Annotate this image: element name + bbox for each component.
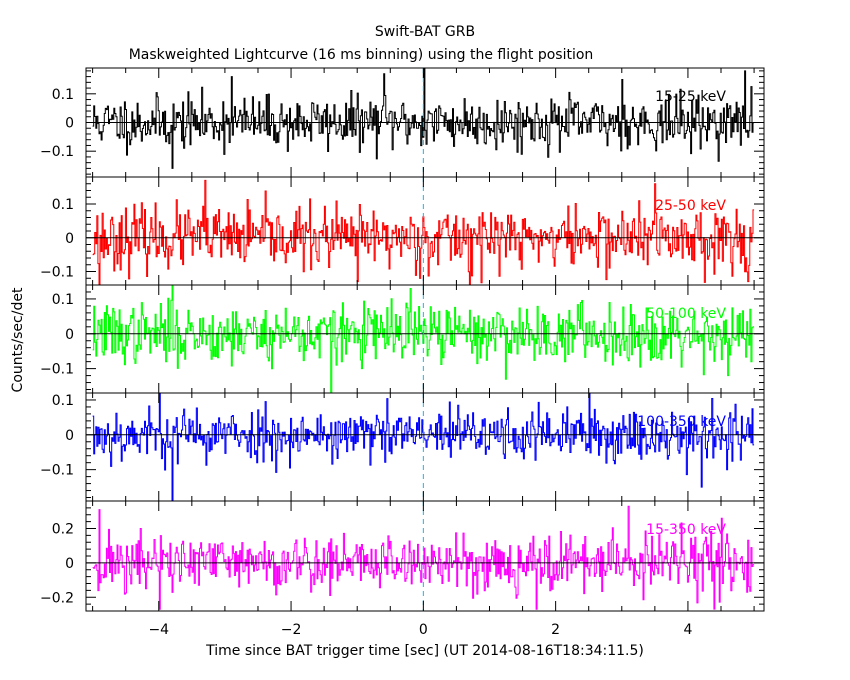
chart-subtitle: Maskweighted Lightcurve (16 ms binning) … bbox=[129, 47, 594, 63]
panel-4: 0.1 0 −0.1 100-350 keV bbox=[40, 392, 765, 502]
y-tick-label-2: 0 bbox=[65, 231, 74, 247]
x-tick-label: −2 bbox=[281, 622, 302, 638]
series-label-5: 15-350 keV bbox=[646, 522, 726, 538]
x-axis-label: Time since BAT trigger time [sec] (UT 20… bbox=[205, 643, 644, 659]
x-tick-label: 0 bbox=[419, 622, 428, 638]
y-tick-label-4: 0 bbox=[65, 428, 74, 444]
y-tick-label-5: 0 bbox=[65, 556, 74, 572]
chart-title: Swift-BAT GRB bbox=[375, 24, 475, 40]
y-tick-label-3: 0 bbox=[65, 327, 74, 343]
y-axis-label: Counts/sec/det bbox=[10, 287, 26, 392]
y-tick-label-3: 0.1 bbox=[52, 292, 74, 308]
x-tick-label: 2 bbox=[551, 622, 560, 638]
panel-5: 0.2 0 −0.2 15-350 keV bbox=[40, 500, 765, 612]
series-label-3: 50-100 keV bbox=[646, 306, 726, 322]
panels-group: 0.1 0 −0.1 15-25 keV 0.1 0 −0.1 25-50 keV 0.1 0 −0… bbox=[40, 67, 765, 638]
y-tick-label-2: 0.1 bbox=[52, 197, 74, 213]
x-tick-label: −4 bbox=[148, 622, 169, 638]
y-tick-label-1: −0.1 bbox=[40, 144, 74, 160]
series-label-4: 100-350 keV bbox=[637, 414, 726, 430]
y-tick-label-2: −0.1 bbox=[40, 265, 74, 281]
panel-frame-4 bbox=[85, 392, 765, 502]
series-line-1 bbox=[92, 67, 755, 169]
series-label-1: 15-25 keV bbox=[655, 89, 726, 105]
series-line-5 bbox=[92, 505, 755, 610]
y-tick-label-3: −0.1 bbox=[40, 362, 74, 378]
panel-2: 0.1 0 −0.1 25-50 keV bbox=[40, 176, 765, 286]
panel-1: 0.1 0 −0.1 15-25 keV bbox=[40, 67, 765, 178]
y-tick-label-4: −0.1 bbox=[40, 463, 74, 479]
panel-3: 0.1 0 −0.1 50-100 keV bbox=[40, 284, 765, 394]
x-tick-label: 4 bbox=[683, 622, 692, 638]
y-tick-label-5: −0.2 bbox=[40, 590, 74, 606]
y-tick-label-1: 0.1 bbox=[52, 87, 74, 103]
series-label-2: 25-50 keV bbox=[655, 198, 726, 214]
y-tick-label-1: 0 bbox=[65, 116, 74, 132]
y-tick-label-5: 0.2 bbox=[52, 522, 74, 538]
y-tick-label-4: 0.1 bbox=[52, 393, 74, 409]
